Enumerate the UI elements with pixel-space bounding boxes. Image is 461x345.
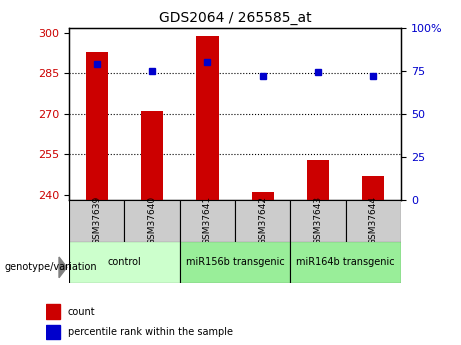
Text: GSM37644: GSM37644 [369, 196, 378, 245]
Text: GSM37639: GSM37639 [92, 196, 101, 245]
FancyBboxPatch shape [235, 200, 290, 242]
Text: miR156b transgenic: miR156b transgenic [186, 257, 284, 267]
Bar [362, 176, 384, 200]
Bar [141, 111, 163, 200]
FancyBboxPatch shape [290, 241, 401, 283]
Bar [86, 52, 108, 200]
FancyBboxPatch shape [180, 200, 235, 242]
Title: GDS2064 / 265585_at: GDS2064 / 265585_at [159, 11, 312, 25]
Bar [46, 325, 60, 339]
Bar [307, 160, 329, 200]
Text: percentile rank within the sample: percentile rank within the sample [68, 327, 233, 337]
FancyBboxPatch shape [290, 200, 346, 242]
Text: genotype/variation: genotype/variation [5, 263, 97, 272]
Text: GSM37642: GSM37642 [258, 196, 267, 245]
Text: control: control [107, 257, 142, 267]
Bar [196, 36, 219, 200]
Text: miR164b transgenic: miR164b transgenic [296, 257, 395, 267]
Text: GSM37641: GSM37641 [203, 196, 212, 245]
Bar [252, 192, 274, 200]
FancyBboxPatch shape [180, 241, 290, 283]
FancyBboxPatch shape [124, 200, 180, 242]
FancyBboxPatch shape [69, 200, 124, 242]
Bar [46, 304, 60, 319]
Polygon shape [59, 257, 67, 278]
Text: count: count [68, 307, 95, 317]
Text: GSM37643: GSM37643 [313, 196, 323, 245]
FancyBboxPatch shape [69, 241, 180, 283]
Text: GSM37640: GSM37640 [148, 196, 157, 245]
FancyBboxPatch shape [346, 200, 401, 242]
